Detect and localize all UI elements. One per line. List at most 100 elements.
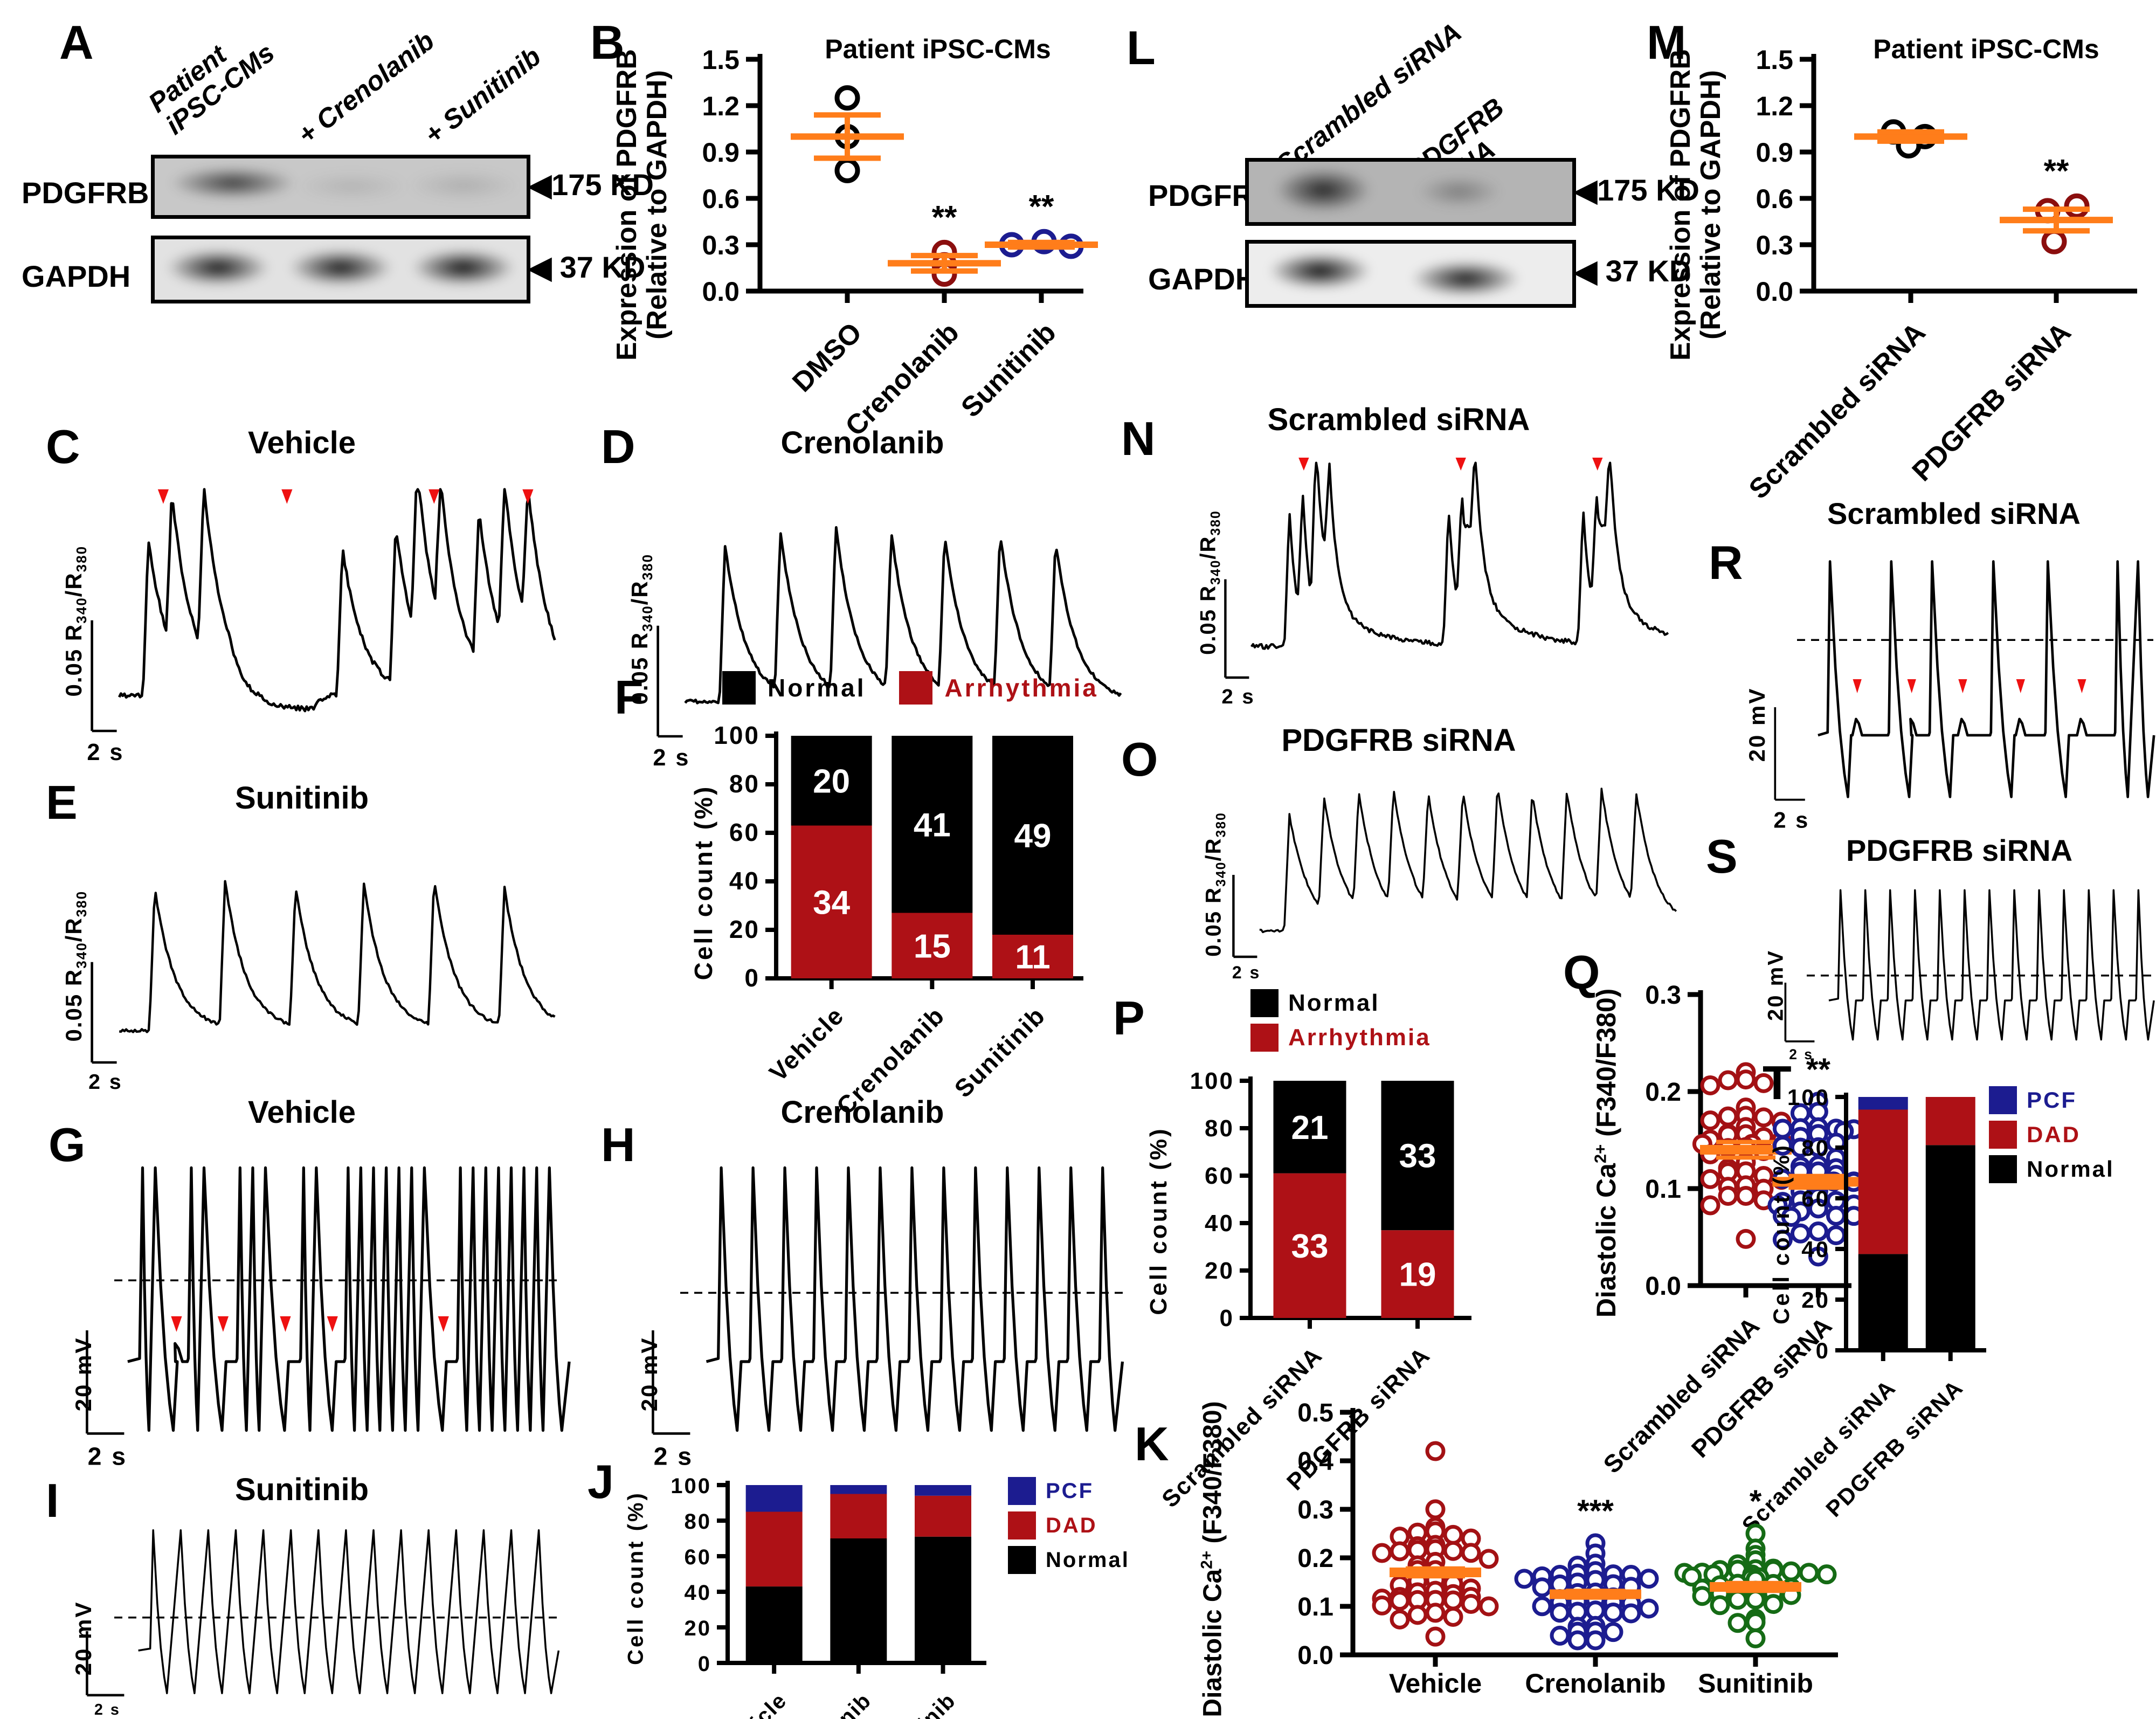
panel-c: C Vehicle 0.05 R340/R380 2 s [32, 415, 571, 771]
pcf-legend-swatch [1008, 1477, 1036, 1505]
panel-f-letter: F [614, 671, 644, 724]
lane-label-crenolanib: + Crenolanib [292, 25, 440, 150]
svg-text:0.3: 0.3 [1645, 981, 1681, 1010]
red-arrowhead-icon [1958, 679, 1967, 693]
significance-marker: ** [2044, 153, 2069, 189]
bar-count-label: 15 [914, 928, 951, 965]
x-category-label: Sunitinib [872, 1688, 960, 1719]
svg-text:60: 60 [729, 818, 760, 846]
panel-p: P Normal Arrhythmia Cell count (%) 0 20 40… [1113, 989, 1547, 1513]
svg-text:0.0: 0.0 [1297, 1641, 1333, 1670]
panel-r-letter: R [1709, 536, 1743, 589]
panel-o-letter: O [1121, 733, 1158, 786]
blot-band [169, 166, 296, 199]
bar-stack: 11 49 [992, 736, 1073, 978]
red-arrowhead-icon [522, 489, 534, 504]
svg-text:0.0: 0.0 [702, 277, 740, 307]
marker-37kd: ◀ 37 KD [528, 250, 646, 284]
svg-text:0.1: 0.1 [1297, 1593, 1333, 1621]
svg-text:60: 60 [1801, 1186, 1830, 1211]
x-category-label: Vehicle [1389, 1668, 1482, 1699]
lane-label-patient-ipsc-cms: Patient iPSC-CMs [142, 37, 280, 141]
red-arrowhead-icon [438, 1316, 449, 1332]
normal-legend-swatch [722, 671, 756, 705]
panel-e-letter: E [46, 776, 78, 829]
panel-j: J PCF DAD Normal Cell count (%) 0 20 40 60 8… [582, 1455, 1128, 1719]
x-category-label: Vehicle [764, 1001, 849, 1087]
red-arrowhead-icon [157, 489, 169, 504]
panel-s-letter: S [1706, 830, 1738, 883]
significance-marker: * [1750, 1484, 1762, 1519]
scale-bar: 2 s [1232, 875, 1259, 982]
panel-m: M Expression of PDGFRB (Relative to GAPDH… [1641, 11, 2156, 505]
bar-count-label: 49 [1014, 818, 1052, 855]
k-chart: 0.0 0.1 0.2 0.3 0.4 0.5 Vehicle Crenolanib Sunit… [1297, 1399, 1838, 1699]
arrhythmia-legend-swatch [899, 671, 933, 705]
dad-legend-label: DAD [1046, 1513, 1097, 1537]
bar-stack [830, 1485, 887, 1663]
action-potential-trace-line [1828, 889, 2155, 1041]
red-arrowhead-icon [429, 489, 440, 504]
red-arrowhead-icon [2077, 679, 2086, 693]
panel-d-letter: D [601, 420, 635, 473]
scale-bar: 2 s [1773, 707, 1808, 833]
red-arrowhead-icon [2016, 679, 2025, 693]
panel-i: I Sunitinib 20 mV 2 s [32, 1469, 571, 1719]
d-trace: 2 s [653, 526, 1122, 771]
svg-text:80: 80 [1205, 1115, 1234, 1142]
svg-text:80: 80 [729, 770, 760, 798]
blot-band [407, 170, 520, 201]
bar-count-label: 34 [813, 884, 850, 921]
bar-count-label: 20 [813, 763, 850, 800]
bar-count-label: 11 [1015, 939, 1051, 976]
panel-a-letter: A [59, 16, 94, 69]
red-arrowhead-icon [171, 1316, 182, 1332]
x-category-label: DMSO [786, 316, 868, 398]
svg-text:0.2: 0.2 [1645, 1078, 1681, 1107]
scatter-group: ** [985, 188, 1098, 259]
bar-stack: 33 21 [1273, 1081, 1346, 1318]
blot-band [288, 248, 393, 287]
scatter-group: ** [888, 199, 1001, 287]
svg-text:0.0: 0.0 [1645, 1272, 1681, 1301]
svg-text:60: 60 [1205, 1163, 1234, 1189]
svg-text:0.0: 0.0 [1756, 277, 1793, 307]
calcium-trace-line [119, 880, 556, 1033]
swarm-group: * [1674, 1484, 1837, 1648]
red-arrowhead-icon [217, 1316, 229, 1332]
x-category-label: Vehicle [717, 1688, 792, 1719]
svg-text:60: 60 [685, 1545, 712, 1569]
svg-text:1.2: 1.2 [1756, 91, 1793, 121]
q-y-axis-label: Diastolic Ca2+ (F340/F380) [1591, 988, 1621, 1318]
panel-j-letter: J [588, 1455, 614, 1508]
svg-text:0.6: 0.6 [1756, 184, 1793, 214]
red-arrowhead-icon [327, 1316, 338, 1332]
bar-count-label: 33 [1291, 1228, 1329, 1265]
b-chart: 0.00.30.60.91.21.5DMSOCrenolanibSunitini… [702, 45, 1098, 443]
calcium-trace-line [1259, 788, 1677, 934]
bar-count-label: 33 [1399, 1138, 1436, 1175]
panel-r: R Scrambled siRNA 20 mV 2 s [1687, 474, 2156, 852]
arrhythmia-legend-label: Arrhythmia [944, 674, 1098, 702]
panel-k-letter: K [1135, 1417, 1169, 1471]
marker-37kd: ◀ 37 KD [1574, 254, 1691, 288]
svg-text:0.1: 0.1 [1645, 1175, 1681, 1204]
time-scale-label: 2 s [88, 1442, 128, 1470]
n-title: Scrambled siRNA [1267, 402, 1530, 437]
bar-stack [1858, 1097, 1908, 1350]
i-title: Sunitinib [234, 1472, 369, 1507]
calcium-trace-line [684, 526, 1122, 705]
g-trace: 2 s [86, 1166, 571, 1470]
svg-text:40: 40 [1801, 1237, 1830, 1262]
protein-label-gapdh: GAPDH [1148, 262, 1257, 296]
svg-text:0.9: 0.9 [1756, 137, 1793, 168]
f-y-axis-label: Cell count (%) [689, 784, 717, 981]
left-arrowhead-icon: ◀ [528, 168, 552, 202]
scale-bar: 2 s [88, 962, 121, 1094]
m-title: Patient iPSC-CMs [1873, 34, 2099, 64]
f-chart: 020406080100VehicleCrenolanibSunitinib34… [714, 721, 1083, 1120]
svg-text:20: 20 [729, 915, 760, 943]
scale-bar: 2 s [86, 1631, 125, 1718]
action-potential-trace-line [138, 1529, 560, 1694]
